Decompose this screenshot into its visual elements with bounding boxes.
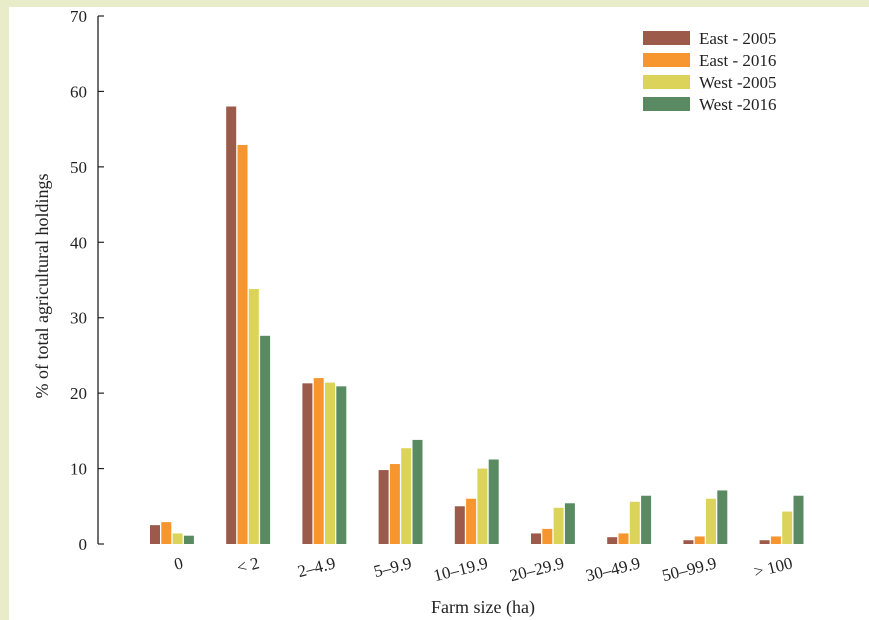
- bar: [313, 378, 324, 544]
- y-tick-label: 60: [70, 82, 87, 101]
- y-tick-label: 20: [70, 384, 87, 403]
- bar: [389, 464, 400, 544]
- bar: [172, 533, 183, 544]
- bar: [466, 498, 477, 544]
- y-tick-label: 30: [70, 309, 87, 328]
- x-tick-label: 30–49.9: [584, 553, 642, 585]
- x-tick-label: 10–19.9: [432, 553, 490, 585]
- y-tick-label: 10: [70, 460, 87, 479]
- bar: [183, 535, 194, 544]
- bar: [770, 536, 781, 544]
- bar: [694, 536, 705, 544]
- bar: [553, 507, 564, 544]
- legend-swatch: [643, 31, 690, 45]
- legend-label: West -2005: [699, 73, 776, 92]
- bar: [336, 386, 347, 544]
- bar: [412, 439, 423, 544]
- legend-label: East - 2005: [699, 29, 776, 48]
- bar: [782, 511, 793, 544]
- axes: 0 10 20 30 40 50 60 70 0 < 2 2–4.9 5–9.9 10–19.9 20–2…: [70, 7, 795, 585]
- bar: [226, 106, 237, 544]
- x-tick-label: 50–99.9: [660, 553, 718, 585]
- x-tick-label: 20–29.9: [508, 553, 566, 585]
- bars: [150, 106, 804, 545]
- y-tick-label: 40: [70, 233, 87, 252]
- y-tick-label: 50: [70, 158, 87, 177]
- bar: [706, 498, 716, 544]
- bar: [260, 335, 271, 544]
- x-axis-title: Farm size (ha): [431, 597, 535, 618]
- legend-label: West -2016: [699, 95, 776, 114]
- bar: [793, 495, 804, 544]
- y-tick-label: 0: [79, 535, 88, 554]
- legend-swatch: [643, 97, 690, 111]
- bar: [759, 540, 770, 544]
- legend-swatch: [643, 53, 690, 67]
- bar: [717, 490, 728, 544]
- bar: [488, 459, 499, 544]
- chart-panel: 0 10 20 30 40 50 60 70 0 < 2 2–4.9 5–9.9 10–19.9 20–2…: [9, 7, 869, 620]
- bar: [248, 289, 259, 544]
- bar: [683, 540, 694, 544]
- x-tick-label: > 100: [752, 553, 795, 581]
- bar: [401, 448, 412, 544]
- bar: [237, 144, 248, 545]
- bar: [378, 470, 389, 544]
- x-tick-label: 0: [172, 553, 185, 573]
- bar: [302, 383, 313, 544]
- x-tick-label: 2–4.9: [296, 553, 338, 581]
- bar-chart: 0 10 20 30 40 50 60 70 0 < 2 2–4.9 5–9.9 10–19.9 20–2…: [32, 7, 804, 618]
- bar: [607, 537, 618, 544]
- bar: [161, 522, 172, 544]
- bar: [325, 382, 335, 544]
- bar: [564, 503, 575, 544]
- y-tick-label: 70: [70, 7, 87, 26]
- bar: [641, 495, 652, 544]
- bar: [618, 533, 629, 544]
- bar: [150, 525, 160, 544]
- bar: [542, 528, 553, 544]
- bar: [531, 533, 541, 544]
- bar: [477, 468, 488, 544]
- legend: East - 2005 East - 2016 West -2005 West -20…: [643, 29, 776, 114]
- x-tick-label: 5–9.9: [372, 553, 414, 581]
- legend-swatch: [643, 75, 690, 89]
- y-axis-title: % of total agricultural holdings: [32, 174, 52, 399]
- legend-label: East - 2016: [699, 51, 776, 70]
- bar: [629, 501, 640, 544]
- x-tick-label: < 2: [235, 553, 261, 577]
- bar: [454, 506, 465, 544]
